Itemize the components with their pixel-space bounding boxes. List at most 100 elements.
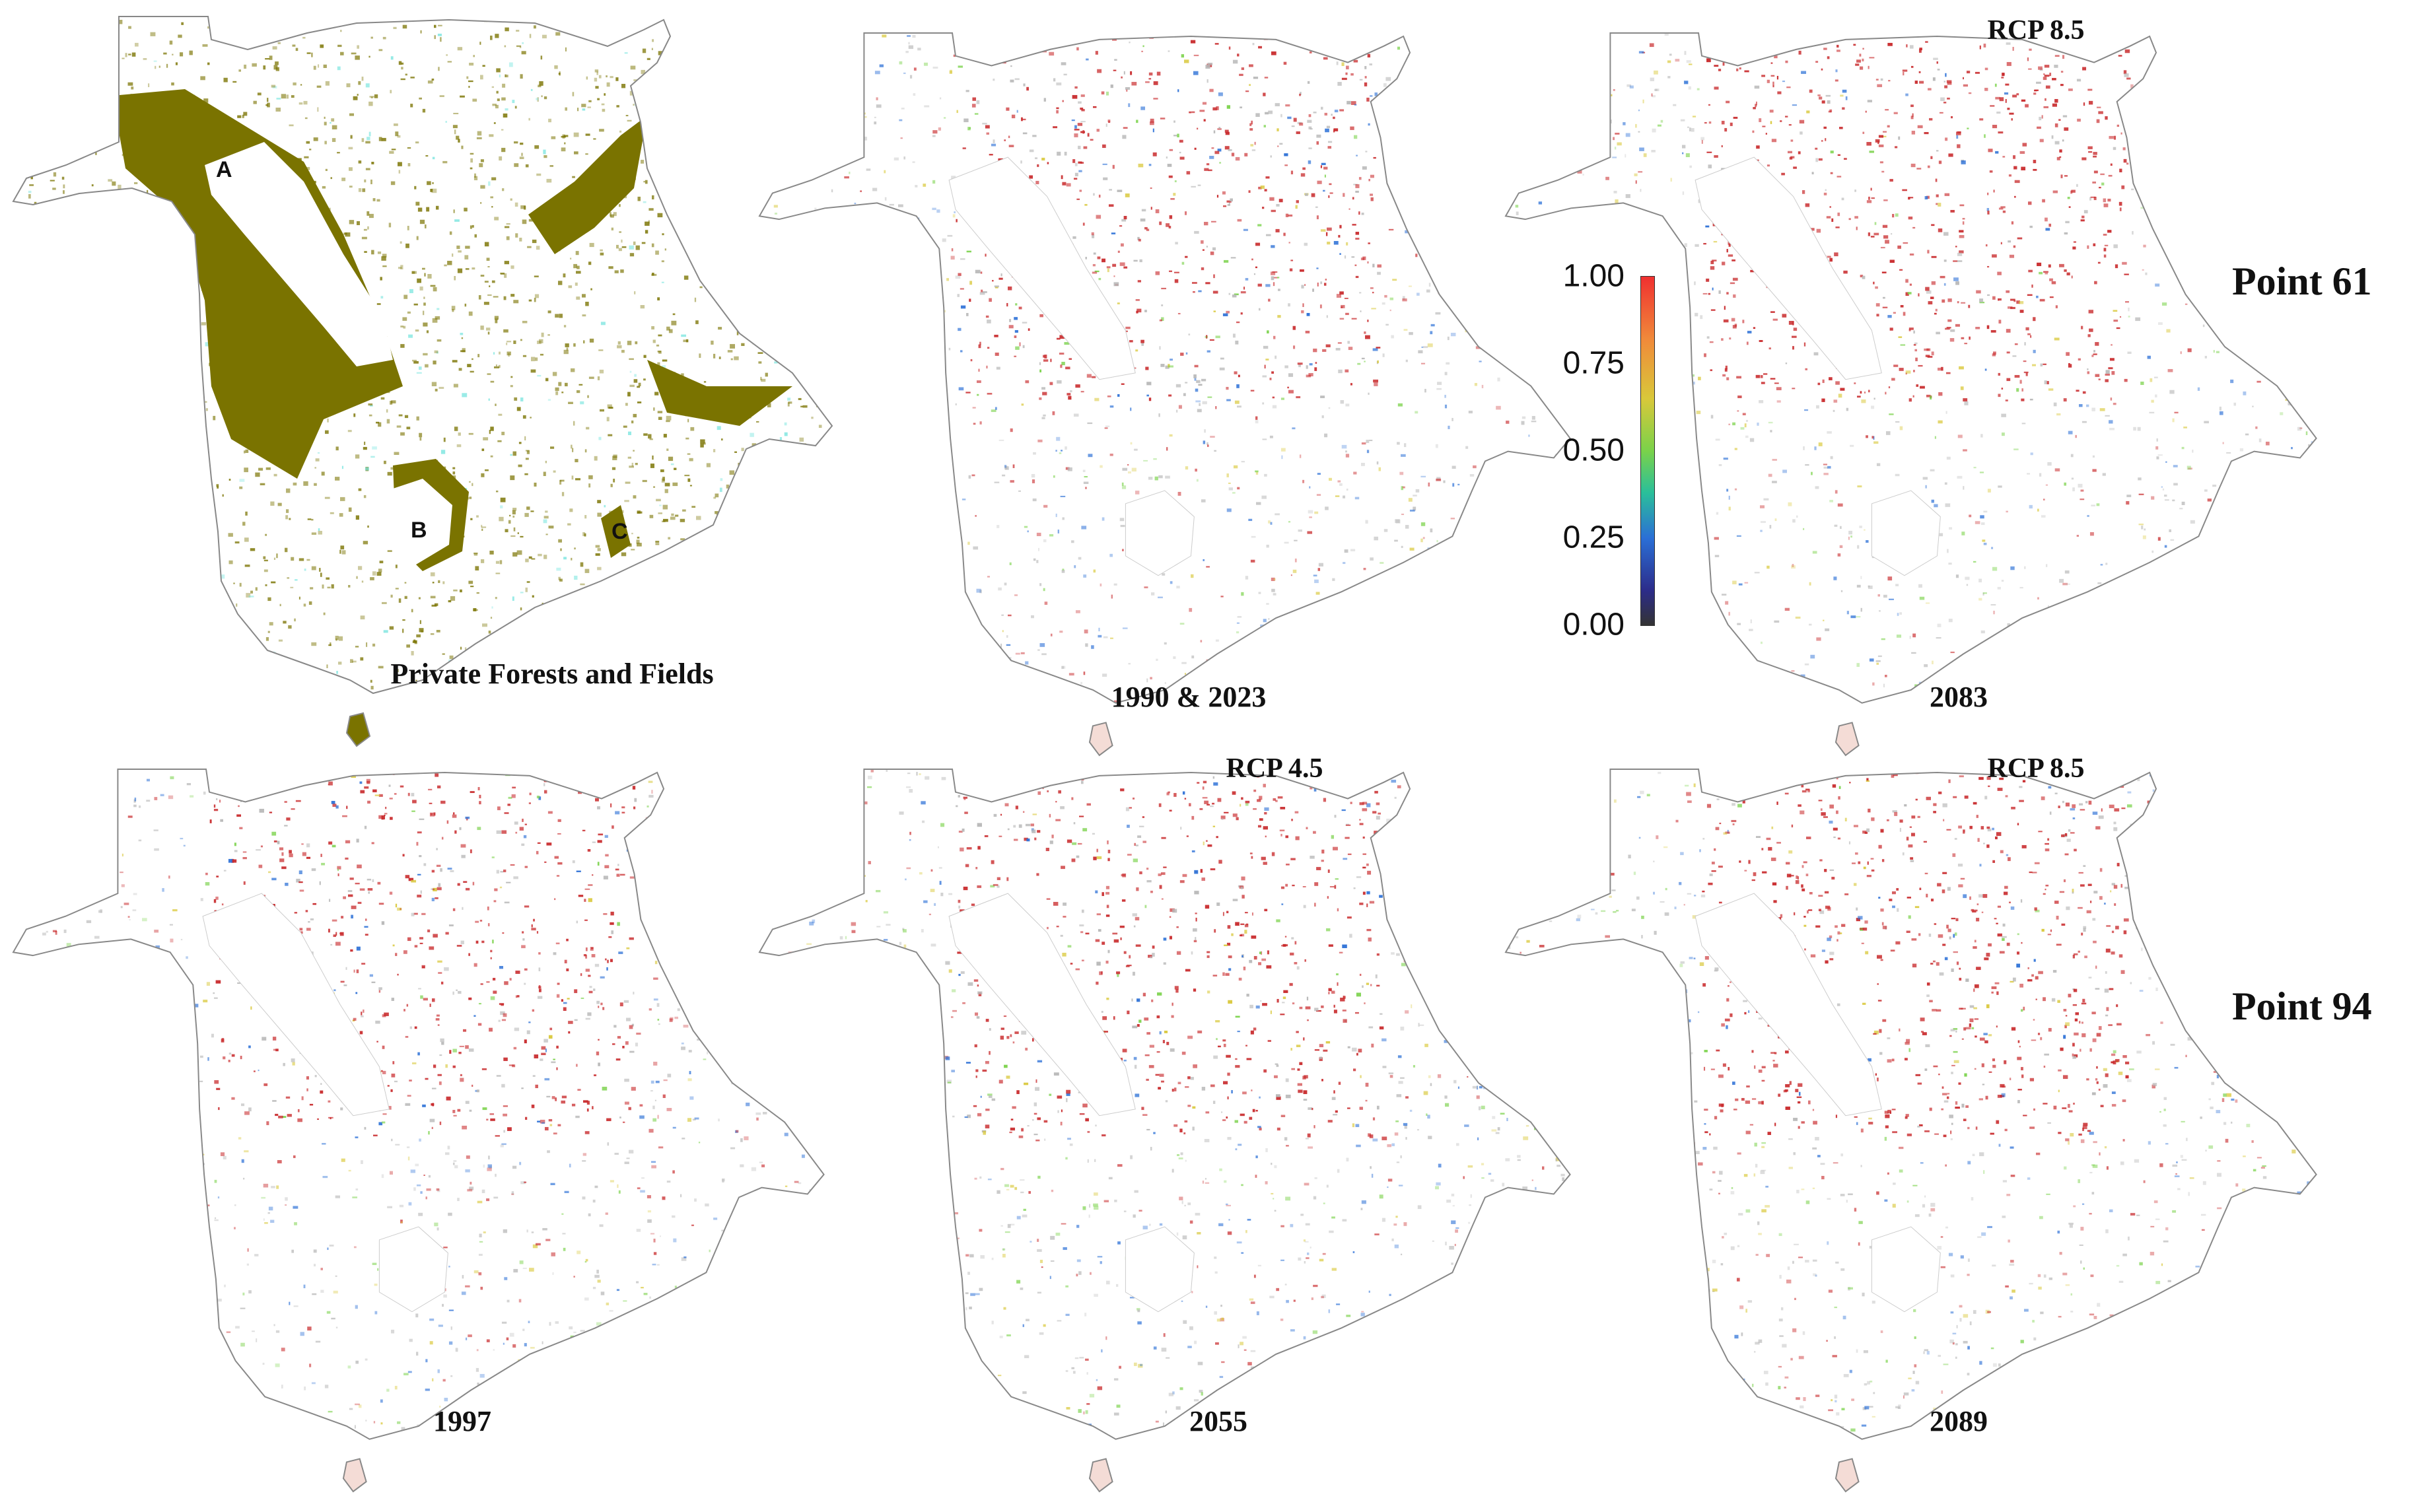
land-cover-speck (267, 597, 271, 601)
probability-speck (1039, 314, 1043, 318)
probability-speck (1431, 125, 1436, 127)
probability-speck (1179, 139, 1183, 143)
land-cover-speck (598, 75, 602, 79)
land-cover-speck (559, 578, 563, 582)
land-cover-speck (378, 137, 382, 141)
land-cover-speck (348, 147, 353, 150)
land-cover-speck (173, 311, 178, 316)
land-cover-speck (29, 395, 34, 398)
probability-speck (1561, 45, 1563, 49)
land-cover-speck (32, 326, 36, 331)
land-cover-speck (339, 549, 341, 554)
probability-speck (1080, 391, 1084, 393)
probability-speck (1712, 287, 1714, 291)
land-cover-speck (595, 545, 600, 548)
land-cover-speck (543, 149, 546, 155)
probability-speck (1262, 438, 1267, 440)
probability-speck (1402, 486, 1405, 489)
land-cover-speck (139, 282, 144, 286)
land-cover-speck (32, 314, 37, 318)
land-cover-speck (662, 359, 668, 362)
land-cover-speck (833, 327, 835, 332)
probability-speck (1102, 673, 1107, 677)
land-cover-speck (520, 397, 524, 401)
probability-speck (1349, 594, 1353, 598)
land-cover-speck (320, 572, 322, 577)
land-cover-speck (384, 460, 386, 464)
probability-speck (1066, 183, 1071, 187)
land-cover-speck (760, 259, 763, 261)
land-cover-speck (513, 300, 519, 304)
land-cover-speck (337, 44, 342, 48)
probability-speck (1218, 127, 1221, 129)
land-cover-speck (361, 580, 364, 583)
probability-speck (1479, 315, 1483, 320)
probability-speck (838, 57, 843, 59)
probability-speck (1300, 92, 1302, 96)
land-cover-speck (164, 694, 166, 697)
land-cover-speck (120, 355, 126, 359)
land-cover-speck (364, 441, 366, 445)
probability-speck (1405, 359, 1408, 362)
probability-speck (907, 684, 913, 688)
land-cover-speck (552, 372, 557, 376)
land-cover-speck (490, 196, 493, 199)
land-cover-speck (540, 55, 543, 60)
probability-speck (1083, 481, 1089, 485)
land-cover-speck (304, 117, 308, 120)
probability-speck (2033, 160, 2037, 164)
probability-speck (1539, 658, 1545, 662)
probability-speck (1121, 219, 1127, 222)
land-cover-speck (135, 371, 139, 374)
probability-speck (1682, 572, 1687, 576)
probability-speck (983, 700, 988, 703)
probability-speck (1041, 653, 1047, 656)
land-cover-speck (645, 87, 648, 90)
probability-speck (1745, 697, 1749, 700)
probability-speck (1154, 476, 1158, 481)
probability-speck (965, 392, 971, 394)
land-cover-speck (703, 381, 707, 383)
land-cover-speck (34, 224, 40, 228)
probability-speck (1380, 125, 1384, 128)
land-cover-speck (554, 605, 558, 609)
probability-speck (1689, 165, 1692, 168)
probability-speck (916, 370, 918, 374)
land-cover-speck (831, 658, 832, 660)
land-cover-speck (520, 592, 524, 594)
land-cover-speck (637, 196, 641, 201)
probability-speck (800, 685, 804, 687)
land-cover-speck (358, 160, 362, 164)
probability-speck (1127, 464, 1129, 466)
land-cover-speck (540, 353, 543, 356)
probability-speck (1280, 448, 1286, 452)
probability-speck (974, 113, 979, 115)
probability-speck (1227, 204, 1230, 206)
probability-speck (1110, 85, 1113, 88)
probability-speck (1508, 629, 1511, 633)
probability-speck (1249, 64, 1253, 67)
probability-speck (2037, 597, 2039, 600)
land-cover-speck (800, 405, 804, 407)
land-cover-speck (162, 477, 164, 481)
probability-speck (1376, 630, 1379, 635)
land-cover-speck (616, 105, 619, 108)
land-cover-speck (746, 658, 751, 660)
land-cover-speck (311, 518, 314, 521)
land-cover-speck (460, 589, 462, 593)
land-cover-speck (503, 296, 507, 300)
land-cover-speck (18, 478, 20, 483)
probability-speck (1245, 576, 1249, 580)
land-cover-speck (739, 162, 744, 165)
land-cover-speck (424, 273, 426, 277)
probability-speck (1238, 374, 1240, 378)
land-cover-speck (95, 152, 97, 155)
land-cover-speck (222, 494, 224, 497)
probability-speck (993, 139, 995, 143)
land-cover-speck (681, 181, 685, 185)
probability-speck (2128, 703, 2130, 704)
probability-speck (1881, 638, 1885, 640)
probability-speck (1527, 669, 1531, 671)
land-cover-speck (164, 308, 169, 313)
land-cover-speck (543, 519, 547, 524)
